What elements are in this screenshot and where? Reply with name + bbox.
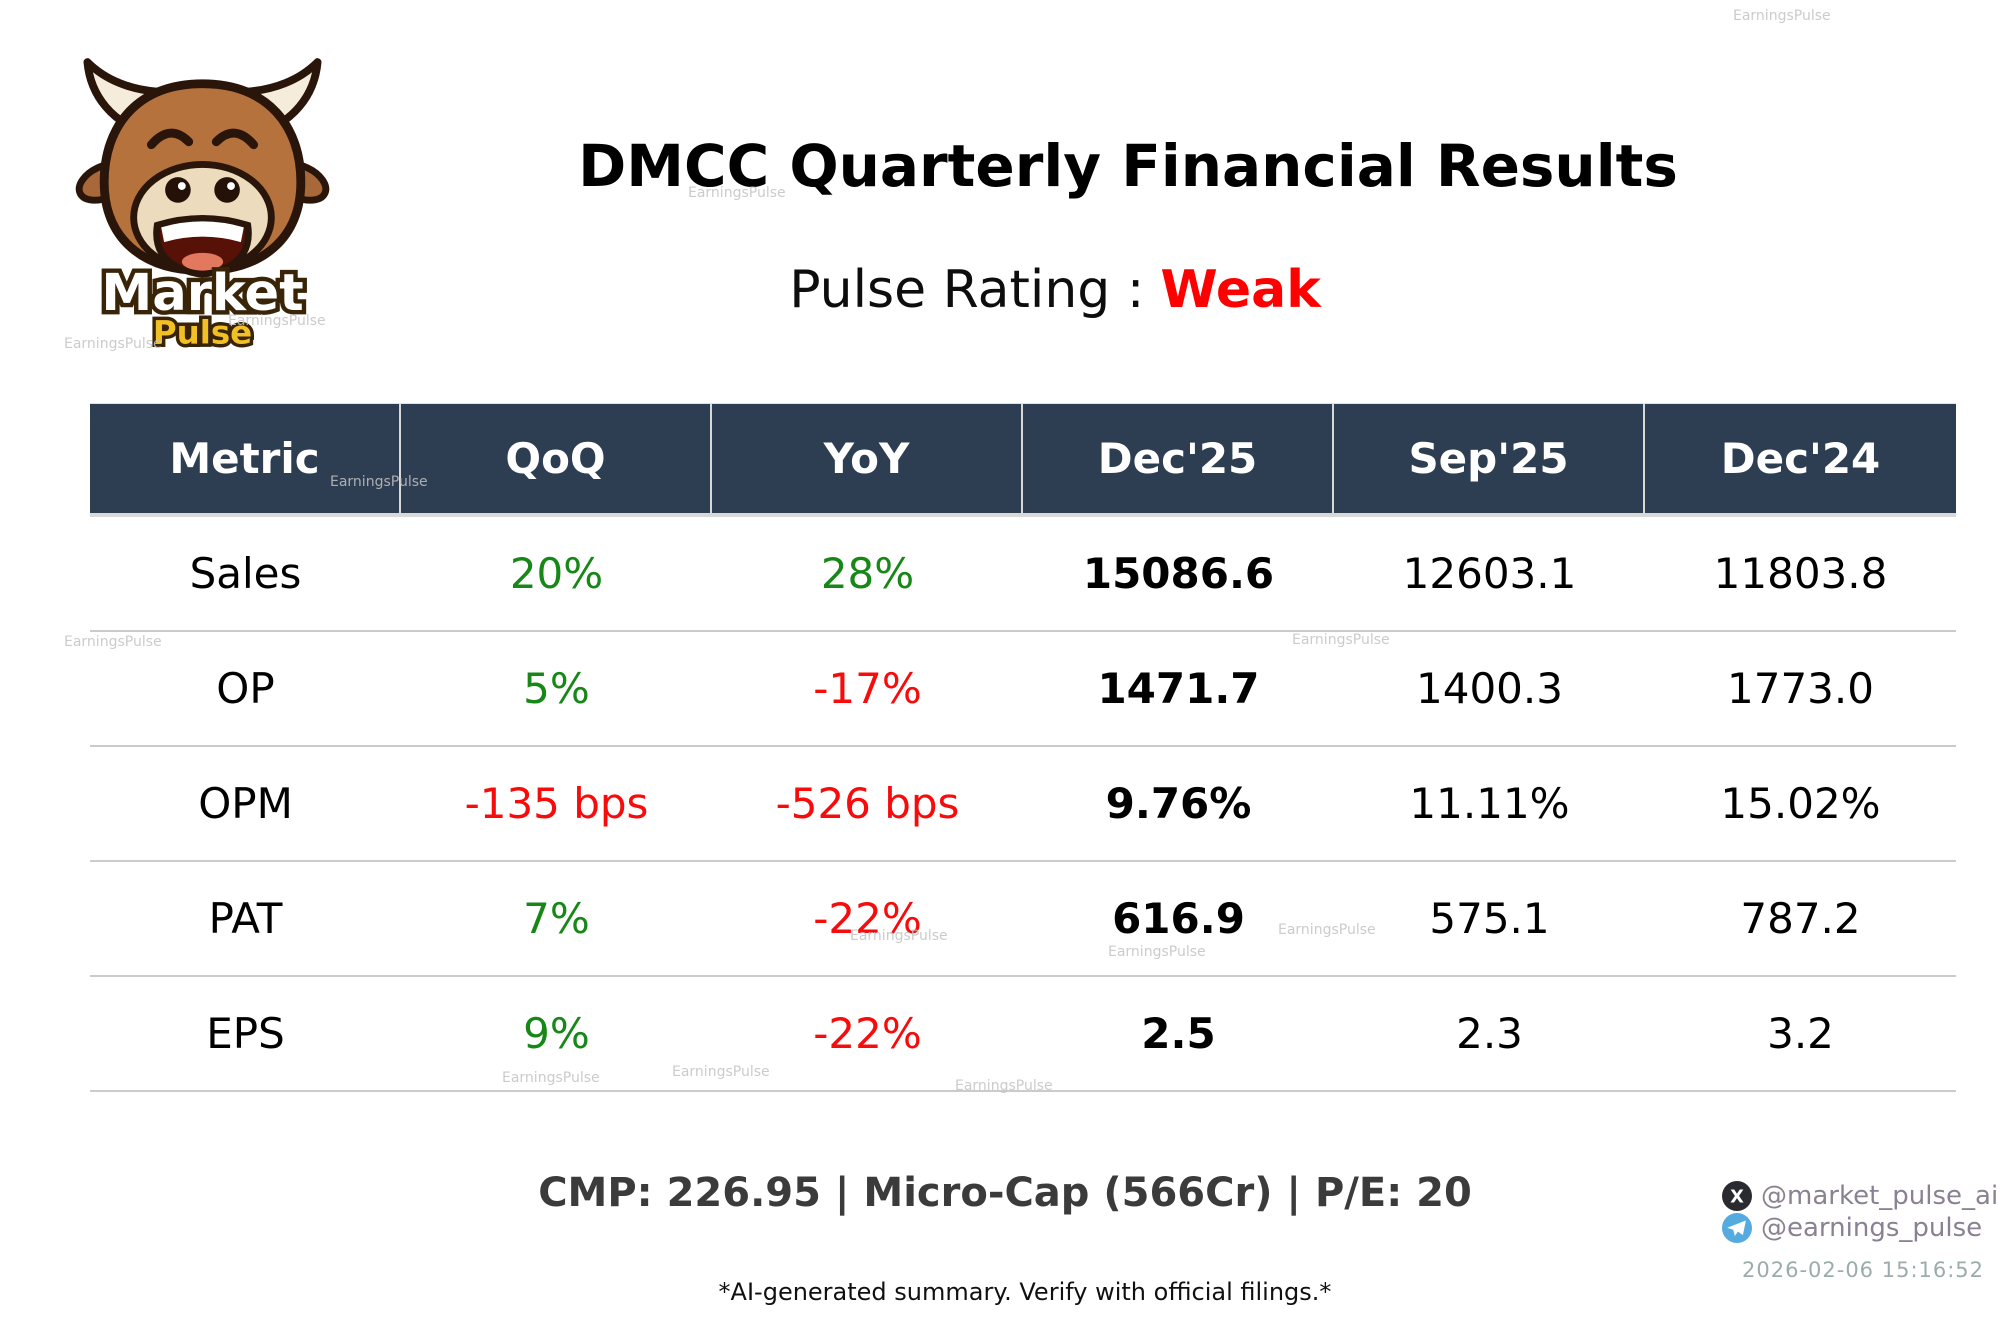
qoq-value: 9% bbox=[523, 1009, 590, 1058]
qoq-value: 20% bbox=[509, 549, 604, 598]
dec24-value: 787.2 bbox=[1740, 894, 1861, 943]
dec25-value: 1471.7 bbox=[1097, 664, 1260, 713]
telegram-handle: @earnings_pulse bbox=[1761, 1213, 1983, 1243]
logo-word-pulse: Pulse bbox=[153, 313, 252, 351]
table-header-row: Metric QoQ YoY Dec'25 Sep'25 Dec'24 bbox=[90, 403, 1956, 517]
bull-eye-right-glint bbox=[227, 182, 235, 190]
sep25-value: 575.1 bbox=[1429, 894, 1550, 943]
dec24-value: 15.02% bbox=[1720, 779, 1881, 828]
financials-table: Metric QoQ YoY Dec'25 Sep'25 Dec'24 Sale… bbox=[90, 403, 1956, 1092]
metric-label: OP bbox=[216, 664, 275, 713]
sep25-value: 12603.1 bbox=[1402, 549, 1577, 598]
pulse-rating-value: Weak bbox=[1160, 260, 1321, 320]
market-pulse-logo: Market Pulse bbox=[75, 58, 330, 352]
column-header-dec24: Dec'24 bbox=[1720, 434, 1881, 483]
column-header-yoy: YoY bbox=[712, 404, 1023, 513]
bull-tongue bbox=[181, 252, 224, 271]
dec25-value: 616.9 bbox=[1112, 894, 1245, 943]
table-row-op: OP 5% -17% 1471.7 1400.3 1773.0 bbox=[90, 632, 1956, 747]
page-title: DMCC Quarterly Financial Results bbox=[578, 132, 1678, 200]
yoy-value: -22% bbox=[813, 894, 922, 943]
telegram-handle-row: @earnings_pulse bbox=[1722, 1212, 2012, 1244]
yoy-value: 28% bbox=[820, 549, 915, 598]
bull-eye-left-glint bbox=[177, 182, 186, 190]
sep25-value: 2.3 bbox=[1456, 1009, 1523, 1058]
earningspulse-watermark: EarningsPulse bbox=[1733, 8, 1831, 24]
column-header-dec25: Dec'25 bbox=[1023, 404, 1334, 513]
column-header-metric: Metric bbox=[90, 404, 401, 513]
bull-brow-right bbox=[211, 128, 259, 150]
sep25-value: 11.11% bbox=[1409, 779, 1570, 828]
dec25-value: 2.5 bbox=[1141, 1009, 1216, 1058]
dec24-value: 1773.0 bbox=[1727, 664, 1874, 713]
column-header-sep25: Sep'25 bbox=[1334, 404, 1645, 513]
qoq-value: 7% bbox=[523, 894, 590, 943]
cmp-summary-line: CMP: 226.95 | Micro-Cap (566Cr) | P/E: 2… bbox=[538, 1170, 1472, 1216]
bull-eye-left bbox=[165, 177, 191, 203]
metric-label: PAT bbox=[208, 894, 283, 943]
x-twitter-icon: X bbox=[1722, 1181, 1752, 1211]
logo-word-market: Market bbox=[101, 264, 303, 323]
svg-text:X: X bbox=[1730, 1187, 1744, 1208]
metric-label: EPS bbox=[206, 1009, 285, 1058]
bull-teeth bbox=[161, 221, 244, 243]
qoq-value: -135 bps bbox=[464, 779, 649, 828]
generated-timestamp: 2026-02-06 15:16:52 bbox=[1742, 1258, 1985, 1282]
dec25-value: 9.76% bbox=[1105, 779, 1252, 828]
x-handle-row: X @market_pulse_ai bbox=[1722, 1180, 2012, 1212]
column-header-qoq: QoQ bbox=[401, 404, 712, 513]
yoy-value: -22% bbox=[813, 1009, 922, 1058]
metric-label: Sales bbox=[189, 549, 302, 598]
yoy-value: -526 bps bbox=[775, 779, 960, 828]
telegram-icon bbox=[1722, 1213, 1752, 1243]
ai-disclaimer: *AI-generated summary. Verify with offic… bbox=[718, 1278, 1332, 1306]
table-row-sales: Sales 20% 28% 15086.6 12603.1 11803.8 bbox=[90, 517, 1956, 632]
qoq-value: 5% bbox=[523, 664, 590, 713]
table-row-eps: EPS 9% -22% 2.5 2.3 3.2 bbox=[90, 977, 1956, 1092]
dec24-value: 3.2 bbox=[1767, 1009, 1834, 1058]
yoy-value: -17% bbox=[813, 664, 922, 713]
sep25-value: 1400.3 bbox=[1416, 664, 1563, 713]
dec25-value: 15086.6 bbox=[1082, 549, 1275, 598]
metric-label: OPM bbox=[198, 779, 293, 828]
social-block: X @market_pulse_ai @earnings_pulse 2026-… bbox=[1722, 1180, 2012, 1282]
pulse-rating: Pulse Rating : Weak bbox=[240, 260, 1870, 320]
bull-brow-left bbox=[146, 128, 194, 150]
table-row-opm: OPM -135 bps -526 bps 9.76% 11.11% 15.02… bbox=[90, 747, 1956, 862]
table-row-pat: PAT 7% -22% 616.9 575.1 787.2 bbox=[90, 862, 1956, 977]
x-handle: @market_pulse_ai bbox=[1761, 1181, 1999, 1211]
dec24-value: 11803.8 bbox=[1713, 549, 1888, 598]
bull-eye-right bbox=[214, 177, 240, 203]
pulse-rating-label: Pulse Rating : bbox=[789, 260, 1145, 320]
